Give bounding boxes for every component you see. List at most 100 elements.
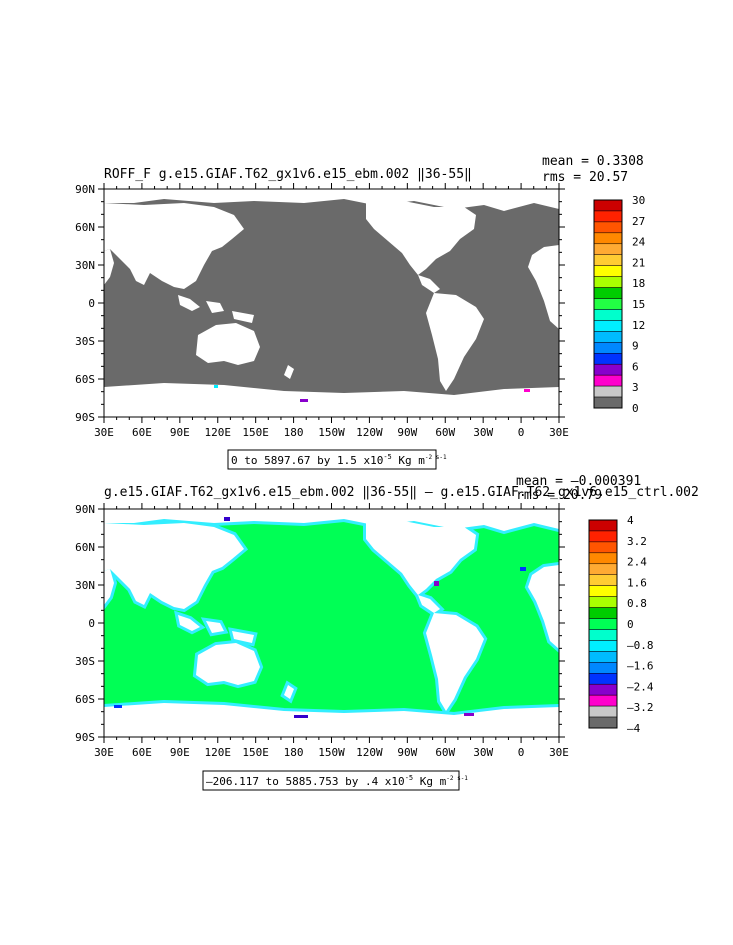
colorbar-label: 6 (632, 360, 639, 373)
lon-tick-label: 120E (205, 426, 232, 439)
lat-tick-label: 60N (75, 541, 95, 554)
lat-tick-label: 30N (75, 259, 95, 272)
colorbar-swatch (593, 210, 623, 223)
lat-tick-label: 30N (75, 579, 95, 592)
panel-1-title: ROFF_F g.e15.GIAF.T62_gx1v6.e15_ebm.002 … (104, 167, 472, 182)
lat-tick-label: 90S (75, 411, 95, 424)
lon-tick-label: 60W (435, 746, 455, 759)
colorbar-label: –2.4 (627, 680, 654, 693)
lon-tick-label: 150E (242, 426, 269, 439)
colorbar-label: 1.6 (627, 576, 647, 589)
svg-text:–206.117 to 5885.753 by .4 x10: –206.117 to 5885.753 by .4 x10-5 Kg m-2 … (206, 774, 468, 788)
lon-tick-label: 120W (356, 746, 383, 759)
colorbar-swatch (588, 541, 618, 554)
panel-1: ROFF_F g.e15.GIAF.T62_gx1v6.e15_ebm.002 … (75, 154, 646, 470)
colorbar-swatch (588, 662, 618, 674)
colorbar-label: 21 (632, 256, 645, 269)
panel-2: g.e15.GIAF.T62_gx1v6.e15_ebm.002 ‖36-55‖… (75, 474, 699, 791)
panel-1-map (103, 188, 560, 418)
panel-1-range-box: 0 to 5897.67 by 1.5 x10-5 Kg m-2 s-1 (227, 449, 447, 470)
colorbar-swatch (593, 221, 623, 234)
lon-tick-label: 30E (549, 746, 569, 759)
panel-2-colorbar: 4 3.2 2.4 1.6 0.8 0 –0.8 –1.6 –2.4 –3.2 –4 (588, 514, 654, 735)
lon-tick-label: 0 (518, 746, 525, 759)
colorbar-label: 24 (632, 236, 646, 249)
colorbar-swatch (588, 607, 618, 619)
colorbar-swatch (593, 232, 623, 245)
colorbar-label: 3.2 (627, 535, 647, 548)
colorbar-label: 0.8 (627, 597, 647, 610)
lat-tick-label: 60N (75, 221, 95, 234)
colorbar-swatch (588, 629, 618, 641)
lon-tick-label: 90E (170, 746, 190, 759)
colorbar-swatch (593, 265, 623, 277)
colorbar-label: 9 (632, 340, 639, 353)
colorbar-swatch (588, 640, 618, 652)
colorbar-swatch (593, 320, 623, 332)
colorbar-swatch (593, 363, 623, 376)
panel-2-range-unit-exp: -2 s-1 (446, 775, 468, 782)
colorbar-label: 30 (632, 194, 645, 207)
colorbar-label: 15 (632, 298, 645, 311)
colorbar-swatch (588, 585, 618, 597)
colorbar-swatch (588, 683, 618, 696)
lon-tick-label: 120E (205, 746, 232, 759)
panel-1-rms: rms = 20.57 (542, 170, 628, 185)
panel-2-lon-axis: 30E 60E 90E 120E 150E 180 150W 120W 90W 60W 30W 0 30… (94, 503, 569, 759)
colorbar-swatch (593, 309, 623, 321)
colorbar-swatch (588, 574, 618, 586)
panel-2-range-unit: Kg m (420, 775, 447, 788)
colorbar-swatch (588, 716, 618, 729)
colorbar-label: 4 (627, 514, 634, 527)
colorbar-swatch (588, 618, 618, 630)
colorbar-swatch (593, 331, 623, 343)
colorbar-label: 12 (632, 319, 645, 332)
colorbar-swatch (593, 276, 623, 288)
lat-tick-label: 30S (75, 335, 95, 348)
panel-1-mean: mean = 0.3308 (542, 154, 644, 169)
colorbar-label: 0 (627, 618, 634, 631)
panel-1-range-text: 0 to 5897.67 by 1.5 x10 (231, 454, 383, 467)
svg-text:0 to 5897.67 by 1.5 x10-5 Kg m: 0 to 5897.67 by 1.5 x10-5 Kg m-2 s-1 (231, 453, 447, 467)
lon-tick-label: 0 (518, 426, 525, 439)
colorbar-swatch (593, 298, 623, 310)
lon-tick-label: 150W (318, 746, 345, 759)
panel-2-mean: mean = –0.000391 (516, 474, 641, 489)
colorbar-swatch (593, 254, 623, 266)
panel-2-lat-axis: 90N 60N 30N 0 30S 60S 90S (75, 503, 565, 744)
colorbar-swatch (593, 385, 623, 398)
lat-tick-label: 30S (75, 655, 95, 668)
lon-tick-label: 90W (397, 746, 417, 759)
colorbar-swatch (593, 353, 623, 365)
colorbar-swatch (588, 705, 618, 718)
lon-tick-label: 180 (284, 426, 304, 439)
colorbar-label: 0 (632, 402, 639, 415)
lon-tick-label: 60E (132, 426, 152, 439)
lat-tick-label: 60S (75, 693, 95, 706)
colorbar-label: –0.8 (627, 639, 654, 652)
colorbar-label: 18 (632, 277, 645, 290)
panel-2-rms: rms = 20.79 (516, 488, 602, 503)
panel-2-range-exp: -5 (405, 774, 413, 782)
colorbar-swatch (588, 563, 618, 575)
lon-tick-label: 30W (473, 746, 493, 759)
lon-tick-label: 60W (435, 426, 455, 439)
lon-tick-label: 90W (397, 426, 417, 439)
colorbar-swatch (588, 694, 618, 707)
lon-tick-label: 30E (94, 426, 114, 439)
colorbar-swatch (593, 287, 623, 299)
lon-tick-label: 180 (284, 746, 304, 759)
lat-tick-label: 90N (75, 183, 95, 196)
lat-tick-label: 0 (88, 617, 95, 630)
panel-1-lon-axis: 30E 60E 90E 120E 150E 180 150W 120W 90W 60W 30W 0 30… (94, 183, 569, 439)
colorbar-swatch (588, 673, 618, 685)
colorbar-label: –3.2 (627, 701, 654, 714)
colorbar-swatch (593, 199, 623, 212)
panel-2-title: g.e15.GIAF.T62_gx1v6.e15_ebm.002 ‖36-55‖… (104, 485, 699, 500)
colorbar-label: –4 (627, 722, 641, 735)
panel-1-lat-axis: 90N 60N 30N 0 30S 60S 90S (75, 183, 565, 424)
colorbar-swatch (593, 243, 623, 255)
colorbar-swatch (588, 519, 618, 532)
colorbar-label: 2.4 (627, 556, 647, 569)
